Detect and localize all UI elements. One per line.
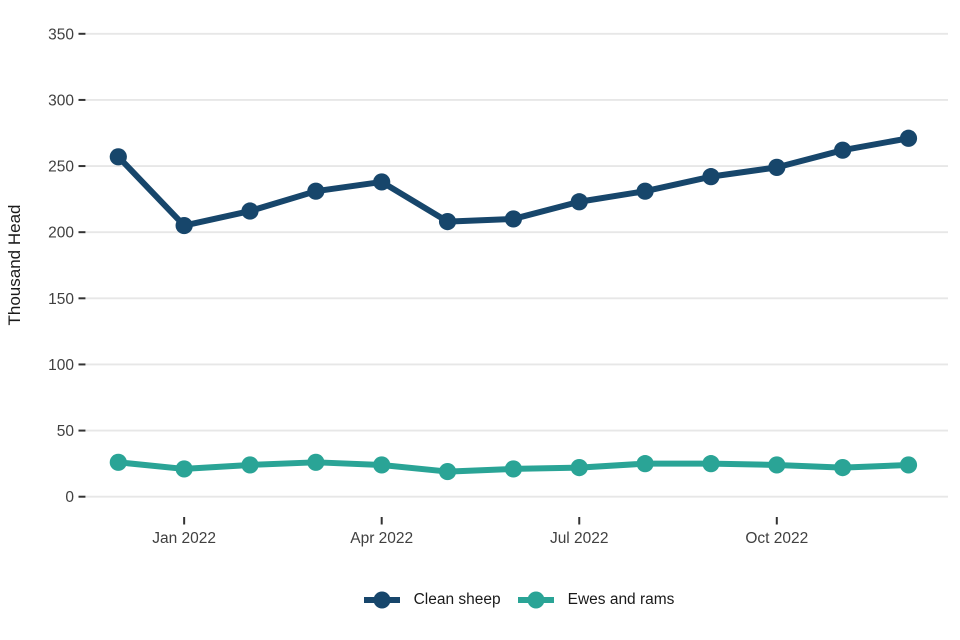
- line-chart: 0 50 100 150 200 250 300 350 Jan 2022 Apr 2022 Jul…: [5, 26, 948, 547]
- data-point-ewes-and-rams: [175, 460, 193, 478]
- data-point-clean-sheep: [109, 148, 127, 166]
- legend-item-label: Ewes and rams: [567, 591, 675, 608]
- x-tick-label: Apr 2022: [350, 530, 413, 547]
- data-point-ewes-and-rams: [899, 456, 918, 474]
- legend-item-label: Clean sheep: [413, 591, 501, 608]
- data-point-ewes-and-rams: [438, 462, 457, 481]
- data-point-ewes-and-rams: [834, 459, 852, 477]
- y-tick-label: 100: [48, 357, 74, 374]
- x-tick-label: Jan 2022: [152, 530, 216, 547]
- data-point-clean-sheep: [768, 158, 786, 176]
- y-tick-label: 50: [57, 423, 75, 440]
- data-point-ewes-and-rams: [241, 456, 259, 474]
- y-tick-label: 0: [65, 489, 74, 506]
- legend-line-dot-icon: [363, 591, 400, 609]
- data-point-clean-sheep: [241, 202, 259, 220]
- legend-item-clean-sheep: Clean sheep: [362, 590, 501, 610]
- data-point-clean-sheep: [899, 129, 918, 147]
- y-axis-title: Thousand Head: [5, 205, 24, 326]
- data-point-clean-sheep: [438, 213, 457, 231]
- data-point-clean-sheep: [307, 182, 325, 200]
- data-point-clean-sheep: [570, 193, 588, 211]
- data-point-ewes-and-rams: [702, 455, 720, 473]
- chart-legend: Clean sheep Ewes and rams: [88, 586, 948, 614]
- data-point-ewes-and-rams: [768, 456, 786, 474]
- data-point-ewes-and-rams: [307, 453, 325, 471]
- data-point-clean-sheep: [702, 168, 720, 186]
- y-tick-label: 200: [48, 225, 74, 242]
- data-point-ewes-and-rams: [373, 456, 391, 474]
- y-tick-label: 300: [48, 92, 74, 109]
- data-point-clean-sheep: [834, 141, 852, 159]
- legend-line-dot-icon: [517, 591, 554, 609]
- data-point-clean-sheep: [373, 173, 391, 191]
- data-point-ewes-and-rams: [636, 455, 654, 473]
- data-point-ewes-and-rams: [570, 459, 588, 477]
- data-point-clean-sheep: [504, 210, 522, 228]
- x-tick-label: Jul 2022: [550, 530, 609, 547]
- y-tick-label: 150: [48, 291, 74, 308]
- y-tick-label: 250: [48, 159, 74, 176]
- y-tick-label: 350: [48, 26, 74, 43]
- data-point-clean-sheep: [175, 216, 193, 235]
- x-tick-label: Oct 2022: [745, 530, 808, 547]
- data-point-ewes-and-rams: [109, 453, 127, 471]
- data-point-clean-sheep: [636, 182, 654, 200]
- data-point-ewes-and-rams: [504, 460, 522, 478]
- legend-item-ewes-and-rams: Ewes and rams: [516, 590, 675, 610]
